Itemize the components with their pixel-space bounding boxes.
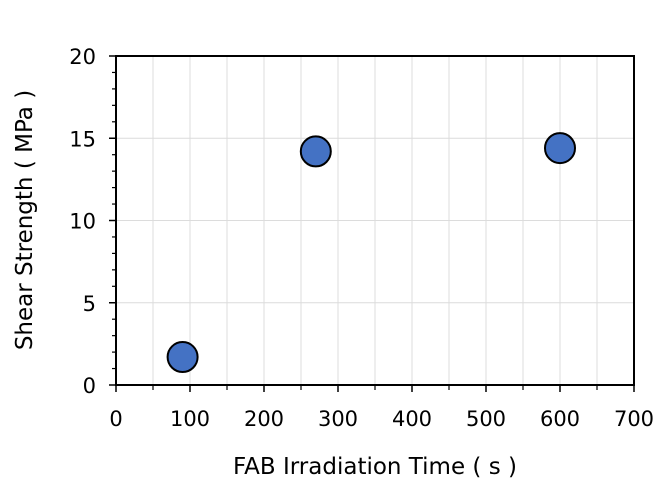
y-tick-label: 20 [69,45,96,69]
y-tick-label: 0 [83,374,96,398]
data-point [166,341,199,374]
x-tick-label: 100 [170,407,210,431]
x-tick-label: 600 [540,407,580,431]
y-axis-title: Shear Strength ( MPa ) [12,90,38,350]
grid [116,56,634,385]
data-point [299,135,332,168]
x-tick-label: 200 [244,407,284,431]
x-tick-label: 0 [109,407,122,431]
y-tick-label: 5 [83,292,96,316]
x-axis-title: FAB Irradiation Time ( s ) [233,454,517,480]
y-tick-label: 15 [69,127,96,151]
y-axis-tick-labels: 0 5 10 15 20 [69,45,96,398]
x-tick-label: 300 [318,407,358,431]
x-tick-label: 400 [392,407,432,431]
axis-ticks [109,55,635,392]
x-axis-tick-labels: 0 100 200 300 400 500 600 700 [109,407,654,431]
data-point [544,132,576,165]
x-tick-label: 700 [614,407,654,431]
y-tick-label: 10 [69,210,96,234]
data-points [166,132,576,374]
x-tick-label: 500 [466,407,506,431]
